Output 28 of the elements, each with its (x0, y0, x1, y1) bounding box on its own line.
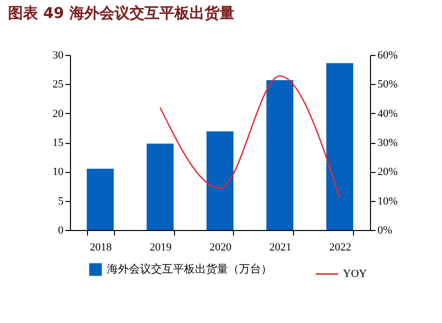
x-tick-label: 2022 (329, 242, 352, 254)
y-tick-label: 0 (58, 224, 64, 236)
y-tick-label: 25 (52, 78, 64, 91)
bar (86, 168, 114, 230)
bar (266, 80, 294, 230)
y2-tick-label: 20% (378, 166, 398, 178)
y2-tick-label: 30% (378, 137, 398, 149)
x-tick-label: 2020 (210, 242, 232, 254)
y2-tick-label: 40% (378, 108, 398, 120)
bar (206, 131, 234, 230)
bar (146, 144, 174, 230)
line-series (159, 75, 340, 198)
x-tick-label: 2021 (269, 242, 292, 254)
x-tick-label: 2018 (90, 242, 112, 254)
y2-tick-label: 0% (378, 224, 392, 236)
legend-label: 海外会议交互平板出货量（万台） (107, 262, 272, 276)
y-tick-label: 15 (52, 137, 64, 149)
y-tick-label: 20 (52, 108, 64, 120)
y-tick-label: 5 (58, 195, 64, 208)
y-tick-label: 30 (52, 50, 64, 62)
x-tick-label: 2019 (150, 242, 172, 254)
y2-tick-label: 60% (378, 50, 398, 62)
legend-label: YOY (343, 268, 367, 280)
bar (326, 63, 354, 230)
y2-tick-label: 10% (378, 195, 398, 208)
y-tick-label: 10 (52, 166, 64, 178)
chart-title: 图表 49 海外会议交互平板出货量 (8, 4, 234, 22)
y2-tick-label: 50% (378, 78, 398, 91)
